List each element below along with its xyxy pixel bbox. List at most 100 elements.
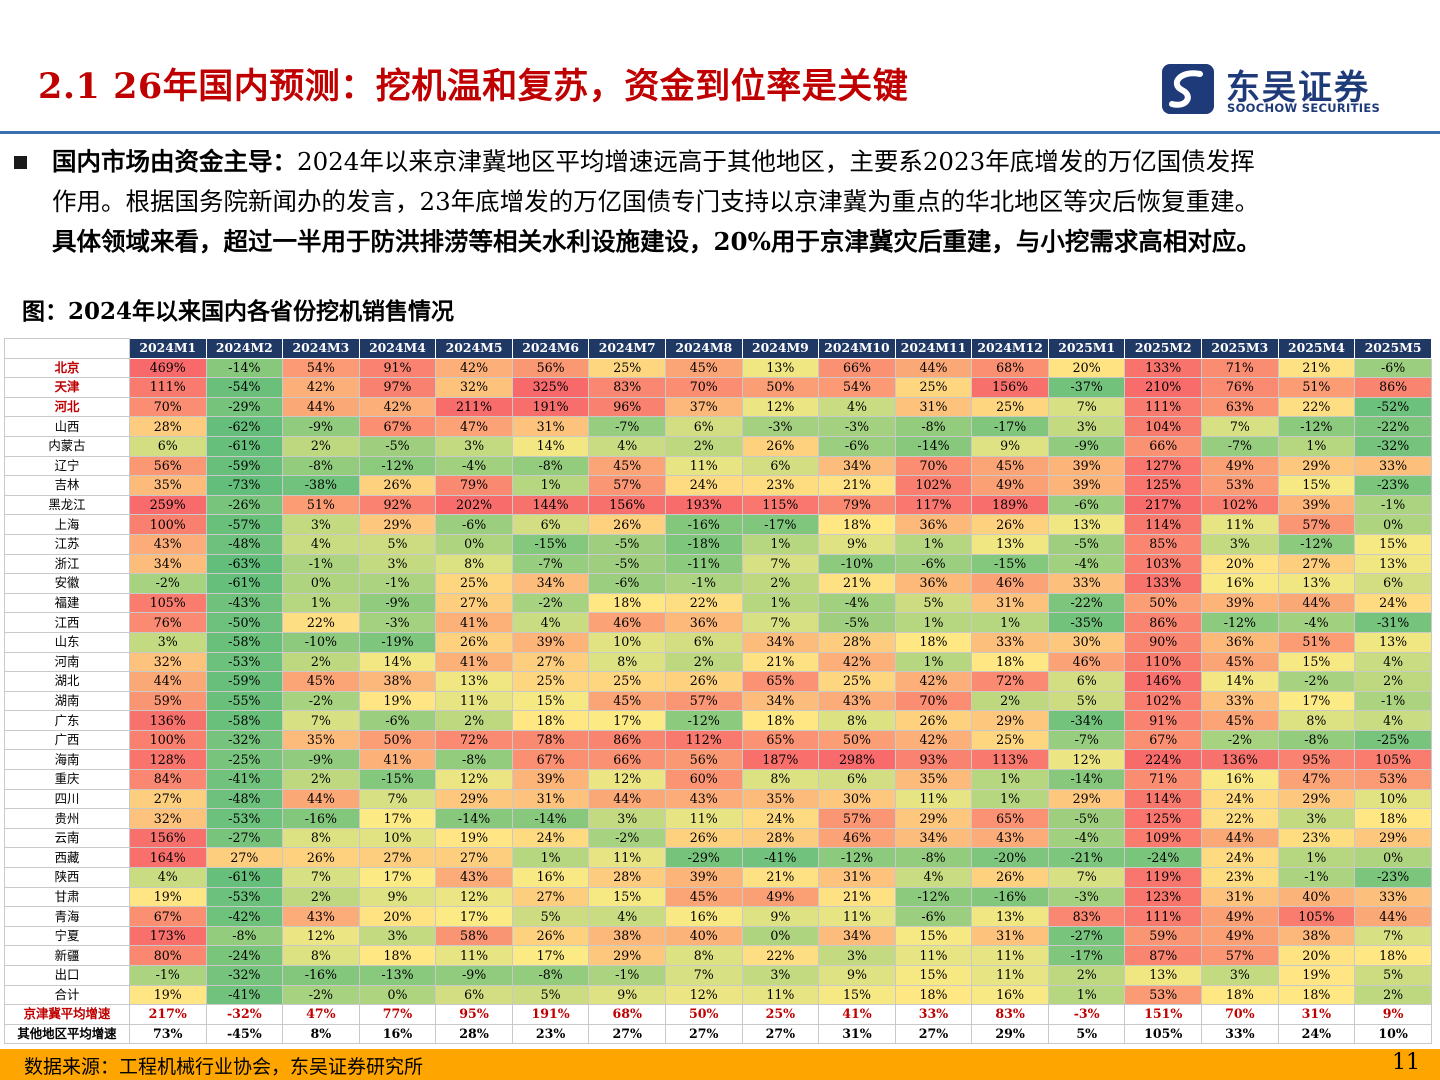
growth-cell: 41% — [435, 612, 513, 633]
growth-cell: 187% — [741, 749, 820, 771]
growth-cell: -8% — [435, 749, 513, 771]
growth-cell: 224% — [1124, 749, 1203, 771]
growth-cell: 45% — [665, 357, 743, 379]
growth-cell: 19% — [128, 984, 207, 1006]
growth-cell: 2% — [665, 435, 743, 457]
growth-cell: -50% — [205, 612, 284, 633]
growth-cell: 43% — [435, 867, 513, 888]
growth-cell: 210% — [1124, 377, 1203, 398]
growth-cell: 30% — [1047, 631, 1126, 653]
growth-cell: 72% — [435, 729, 513, 751]
growth-cell: 25% — [511, 671, 590, 692]
growth-cell: 15% — [588, 886, 666, 908]
growth-cell: 13% — [1124, 965, 1203, 986]
growth-cell: -4% — [1047, 827, 1126, 849]
growth-cell: 18% — [1354, 945, 1432, 966]
growth-cell: 79% — [818, 494, 896, 516]
summary-cell: 27% — [741, 1023, 820, 1045]
growth-cell: 44% — [1201, 827, 1279, 849]
growth-cell: 56% — [665, 749, 743, 771]
row-label: 广西 — [4, 729, 130, 751]
growth-cell: 92% — [358, 494, 437, 516]
growth-cell: 4% — [1354, 651, 1432, 673]
growth-cell: 34% — [818, 455, 896, 477]
summary-cell: 25% — [741, 1004, 820, 1025]
growth-cell: 83% — [588, 377, 666, 398]
growth-cell: 15% — [1277, 651, 1356, 673]
growth-cell: 18% — [588, 592, 666, 614]
data-source-note: 数据来源：工程机械行业协会，东吴证券研究所 — [24, 1056, 424, 1078]
growth-cell: 32% — [128, 651, 207, 673]
growth-cell: -59% — [205, 455, 284, 477]
growth-cell: 54% — [282, 357, 360, 379]
growth-cell: 26% — [665, 827, 743, 849]
growth-cell: 49% — [1201, 925, 1279, 947]
growth-cell: 9% — [818, 533, 896, 555]
growth-cell: -3% — [1047, 886, 1126, 908]
growth-cell: 1% — [511, 475, 590, 496]
growth-cell: 25% — [435, 573, 513, 594]
growth-cell: 91% — [358, 357, 437, 379]
growth-cell: 57% — [1201, 945, 1279, 966]
growth-cell: 25% — [894, 377, 973, 398]
growth-cell: -15% — [358, 769, 437, 790]
logo-chinese-name: 东吴证券 — [1226, 68, 1370, 108]
growth-cell: 43% — [818, 690, 896, 712]
growth-cell: -8% — [1277, 729, 1356, 751]
row-label: 内蒙古 — [4, 435, 130, 457]
growth-cell: 49% — [971, 475, 1049, 496]
growth-cell: 15% — [511, 690, 590, 712]
growth-cell: 12% — [588, 769, 666, 790]
growth-cell: 0% — [358, 984, 437, 1006]
growth-cell: 51% — [282, 494, 360, 516]
growth-cell: -11% — [665, 553, 743, 575]
column-header: 2024M8 — [665, 338, 743, 359]
row-label: 河南 — [4, 651, 130, 673]
growth-cell: 156% — [588, 494, 666, 516]
growth-cell: 34% — [128, 553, 207, 575]
row-label: 天津 — [4, 377, 130, 398]
growth-cell: -58% — [205, 710, 284, 731]
growth-cell: 44% — [282, 396, 360, 418]
growth-cell: 76% — [128, 612, 207, 633]
growth-cell: 1% — [971, 788, 1049, 810]
growth-cell: -4% — [1047, 553, 1126, 575]
growth-cell: 7% — [1201, 416, 1279, 437]
growth-cell: 22% — [741, 945, 820, 966]
growth-cell: -35% — [1047, 612, 1126, 633]
column-header: 2025M5 — [1354, 338, 1432, 359]
growth-cell: 28% — [741, 827, 820, 849]
growth-cell: -15% — [971, 553, 1049, 575]
summary-cell: 95% — [435, 1004, 513, 1025]
growth-cell: 102% — [894, 475, 973, 496]
growth-cell: 26% — [358, 475, 437, 496]
growth-cell: 35% — [128, 475, 207, 496]
growth-cell: 191% — [511, 396, 590, 418]
growth-cell: 41% — [435, 651, 513, 673]
table-row: 湖南 59% -55% -2% 19% 11% 15% 45% 57% 34% 43% 70% 2% 5%… — [4, 690, 1432, 712]
growth-cell: 13% — [971, 906, 1049, 927]
growth-cell: 298% — [818, 749, 896, 771]
row-label: 吉林 — [4, 475, 130, 496]
growth-cell: -18% — [665, 533, 743, 555]
growth-cell: 3% — [588, 808, 666, 829]
growth-cell: 14% — [358, 651, 437, 673]
growth-cell: 19% — [128, 886, 207, 908]
growth-cell: 43% — [128, 533, 207, 555]
footer-bar — [0, 1049, 1440, 1080]
growth-cell: 6% — [665, 631, 743, 653]
summary-cell: 8% — [282, 1023, 360, 1045]
growth-cell: 2% — [1047, 965, 1126, 986]
growth-cell: 9% — [971, 435, 1049, 457]
growth-cell: 22% — [1277, 396, 1356, 418]
growth-cell: -53% — [205, 808, 284, 829]
row-label: 上海 — [4, 514, 130, 535]
growth-cell: 93% — [894, 749, 973, 771]
growth-cell: 45% — [665, 886, 743, 908]
growth-cell: -5% — [588, 553, 666, 575]
growth-cell: 0% — [282, 573, 360, 594]
growth-cell: -63% — [205, 553, 284, 575]
growth-cell: -5% — [588, 533, 666, 555]
growth-cell: 1% — [1047, 984, 1126, 1006]
growth-cell: 9% — [358, 886, 437, 908]
